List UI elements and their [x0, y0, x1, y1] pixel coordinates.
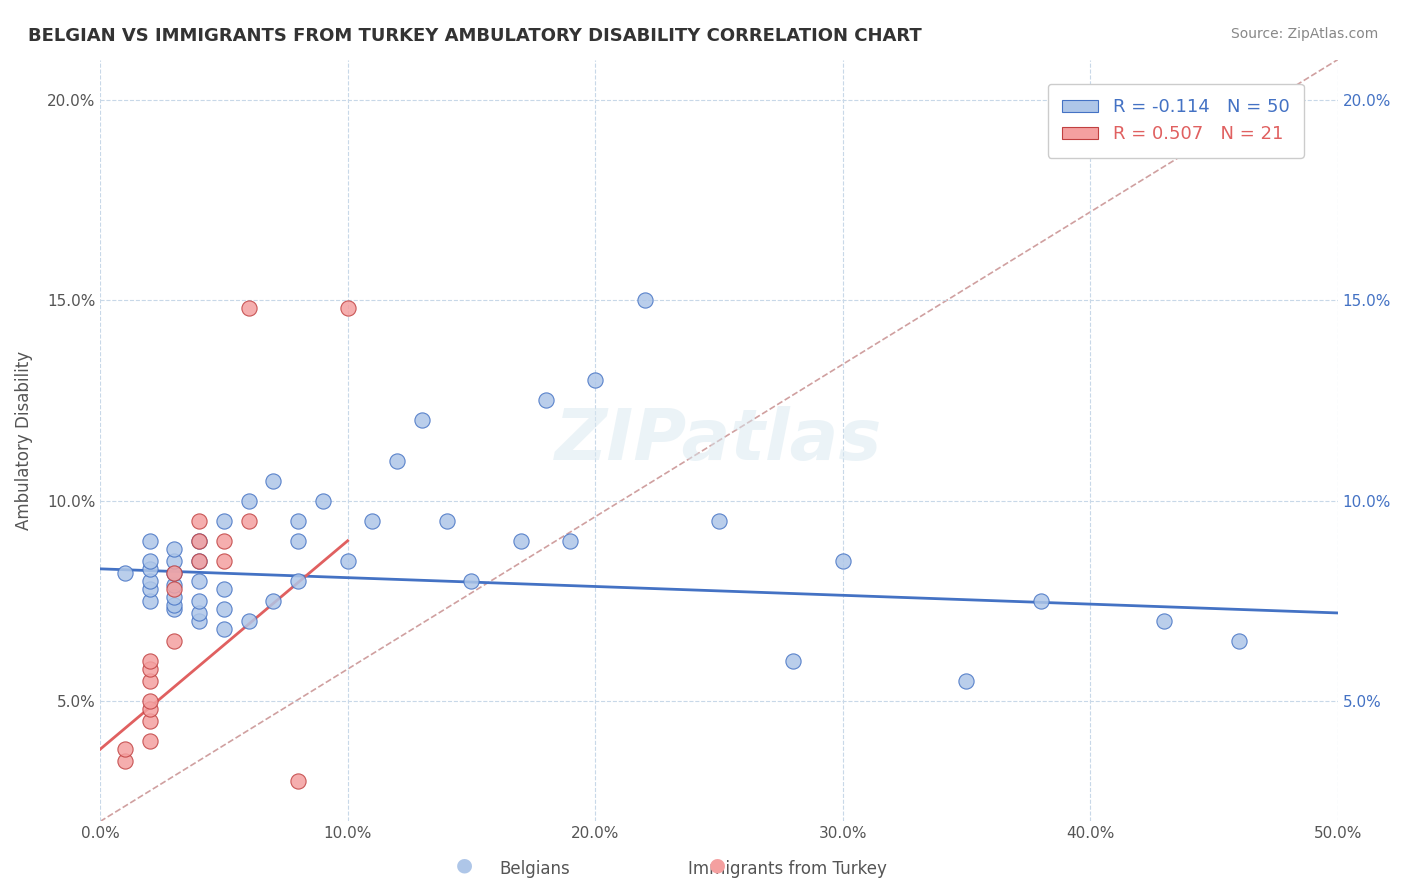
Point [385, 453, 408, 467]
Point [955, 674, 977, 689]
Y-axis label: Ambulatory Disability: Ambulatory Disability [15, 351, 32, 530]
Point [782, 654, 804, 668]
Point [138, 734, 160, 748]
Point [138, 702, 160, 716]
Point [138, 674, 160, 689]
Point [336, 554, 359, 568]
Point [163, 566, 186, 580]
Text: Belgians: Belgians [499, 860, 569, 878]
Point [138, 582, 160, 596]
Point [1227, 634, 1250, 648]
Text: ZIPatlas: ZIPatlas [555, 406, 883, 475]
Legend: R = -0.114   N = 50, R = 0.507   N = 21: R = -0.114 N = 50, R = 0.507 N = 21 [1047, 84, 1303, 158]
Point [212, 602, 235, 616]
Point [188, 554, 211, 568]
Point [212, 622, 235, 636]
Point [188, 594, 211, 608]
Point [163, 578, 186, 592]
Point [114, 754, 136, 768]
Text: ●: ● [456, 855, 472, 874]
Point [560, 533, 582, 548]
Point [262, 474, 284, 488]
Point [509, 533, 531, 548]
Point [707, 514, 730, 528]
Point [238, 493, 260, 508]
Point [188, 554, 211, 568]
Point [287, 774, 309, 789]
Point [138, 533, 160, 548]
Point [188, 533, 211, 548]
Point [163, 566, 186, 580]
Point [411, 413, 433, 427]
Point [1153, 614, 1175, 628]
Point [188, 574, 211, 588]
Point [163, 598, 186, 612]
Point [262, 594, 284, 608]
Point [188, 606, 211, 620]
Point [138, 662, 160, 676]
Point [114, 566, 136, 580]
Point [287, 533, 309, 548]
Point [336, 301, 359, 316]
Point [163, 541, 186, 556]
Point [163, 582, 186, 596]
Point [138, 574, 160, 588]
Point [361, 514, 384, 528]
Point [163, 590, 186, 604]
Text: BELGIAN VS IMMIGRANTS FROM TURKEY AMBULATORY DISABILITY CORRELATION CHART: BELGIAN VS IMMIGRANTS FROM TURKEY AMBULA… [28, 27, 922, 45]
Point [634, 293, 657, 308]
Point [163, 602, 186, 616]
Point [460, 574, 482, 588]
Point [212, 533, 235, 548]
Point [212, 582, 235, 596]
Point [138, 554, 160, 568]
Point [312, 493, 335, 508]
Point [583, 373, 606, 387]
Point [188, 614, 211, 628]
Point [163, 634, 186, 648]
Point [138, 654, 160, 668]
Point [238, 514, 260, 528]
Point [138, 694, 160, 708]
Point [163, 554, 186, 568]
Point [188, 533, 211, 548]
Text: ●: ● [709, 855, 725, 874]
Point [138, 594, 160, 608]
Point [287, 514, 309, 528]
Point [436, 514, 458, 528]
Point [114, 742, 136, 756]
Text: Immigrants from Turkey: Immigrants from Turkey [688, 860, 887, 878]
Point [138, 562, 160, 576]
Point [212, 554, 235, 568]
Point [188, 514, 211, 528]
Text: Source: ZipAtlas.com: Source: ZipAtlas.com [1230, 27, 1378, 41]
Point [831, 554, 853, 568]
Point [534, 393, 557, 408]
Point [287, 574, 309, 588]
Point [238, 301, 260, 316]
Point [1029, 594, 1052, 608]
Point [238, 614, 260, 628]
Point [212, 514, 235, 528]
Point [138, 714, 160, 729]
